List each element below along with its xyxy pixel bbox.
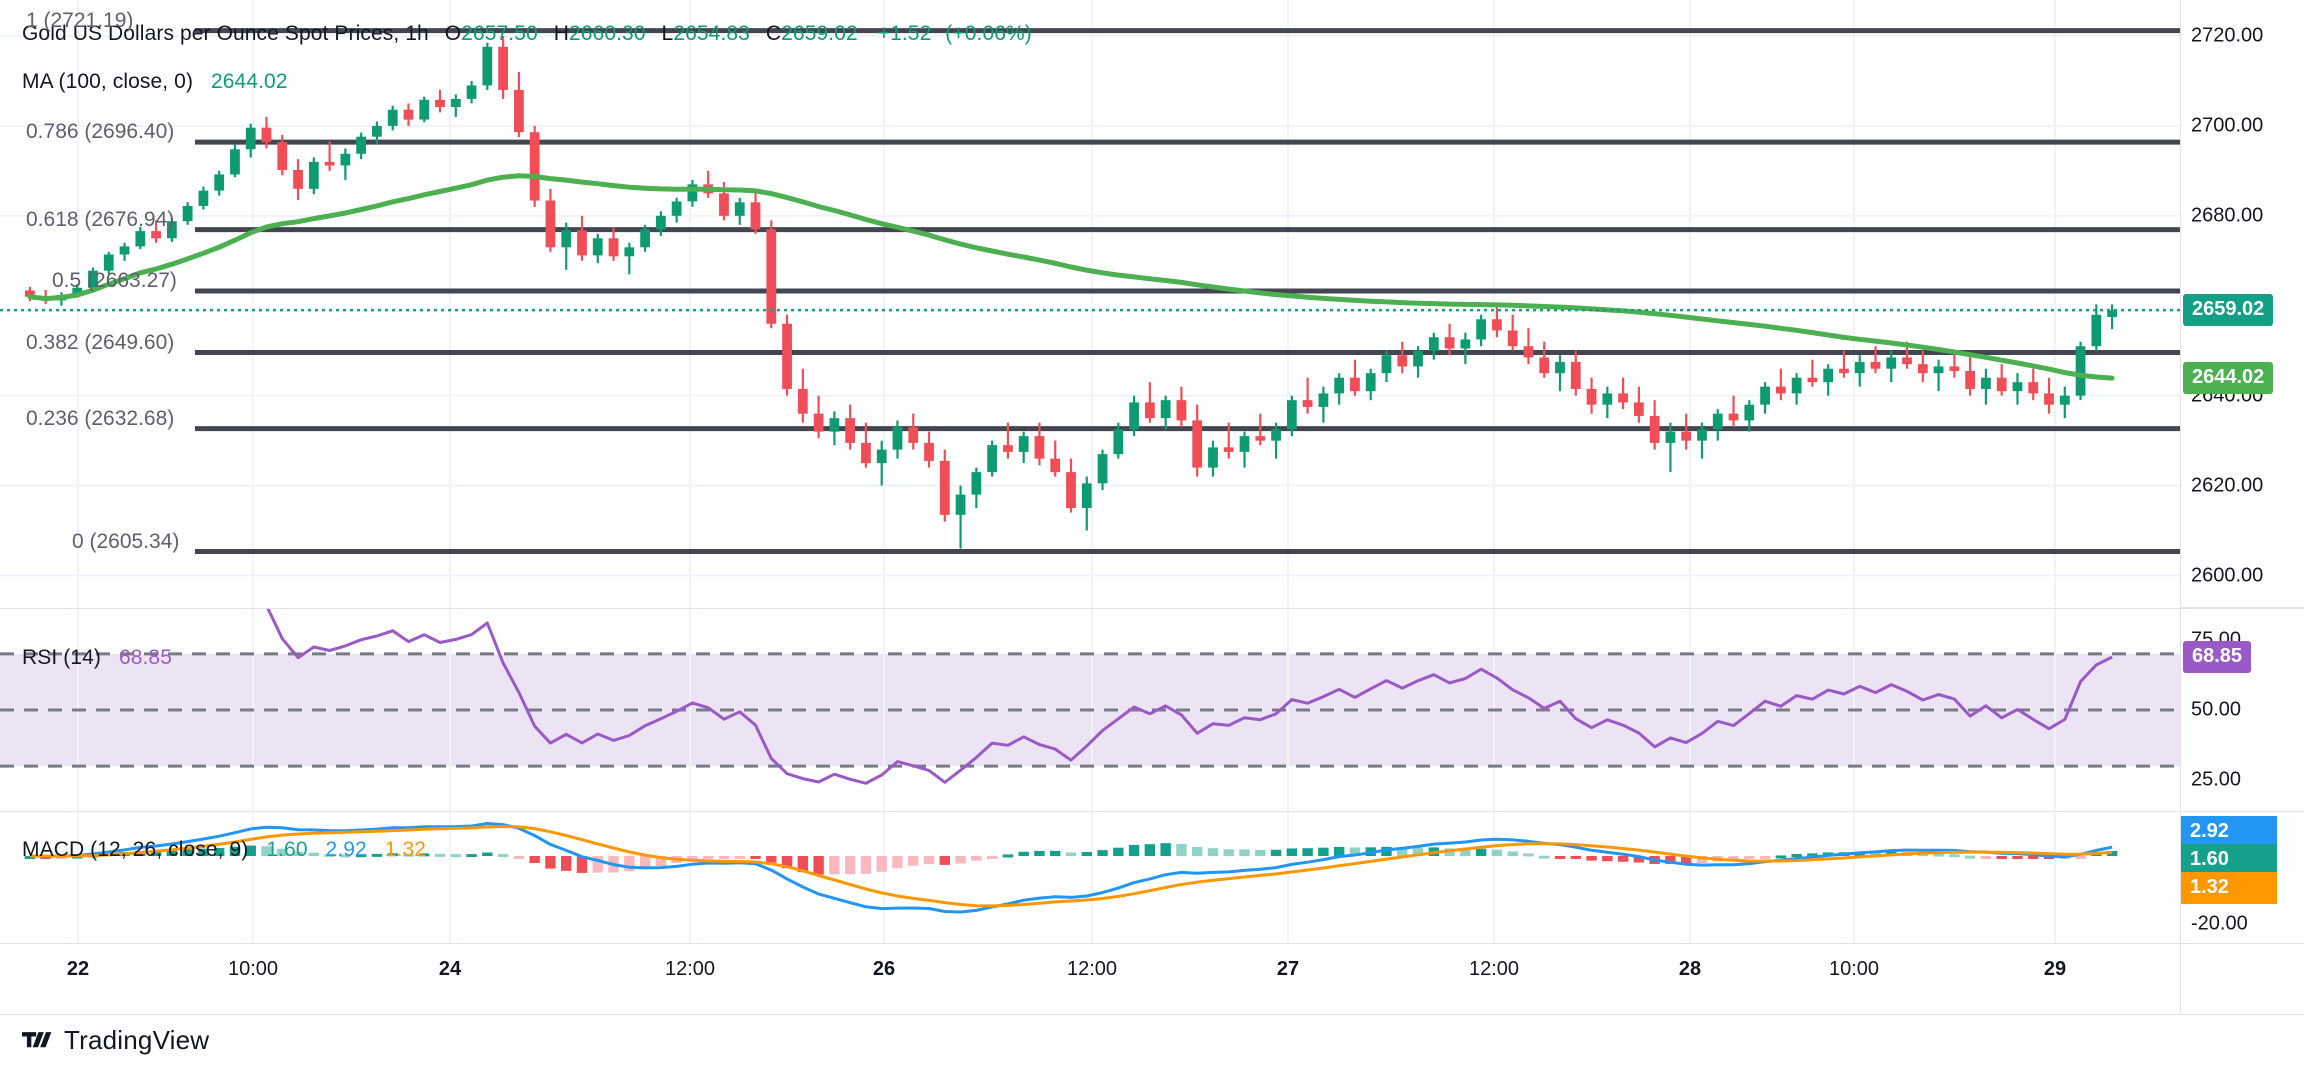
time-axis-corner: [2180, 943, 2304, 1013]
fib-level-label: 0 (2605.34): [72, 529, 180, 553]
ohlc-open-value: 2657.50: [461, 22, 538, 45]
macd-legend-label: MACD (12, 26, close, 9): [22, 838, 249, 861]
ohlc-high-label: H: [553, 22, 569, 45]
fib-level-label: 0.5 (2663.27): [52, 269, 177, 293]
price-change-percent: (+0.06%): [945, 22, 1032, 45]
price-axis-tick: 2700.00: [2191, 114, 2264, 137]
macd-pane[interactable]: [0, 811, 2180, 943]
tradingview-wordmark[interactable]: TradingView: [64, 1025, 210, 1055]
rsi-chart-canvas: [0, 609, 2180, 810]
price-axis-tick: 2620.00: [2191, 474, 2264, 497]
symbol-legend[interactable]: Gold US Dollars per Ounce Spot Prices, 1…: [22, 22, 1032, 46]
time-axis-tick: 10:00: [1828, 958, 1880, 980]
macd-chart-canvas: [24, 812, 2118, 943]
price-axis-tick: 2600.00: [2191, 564, 2264, 587]
time-axis-tick: 10:00: [227, 958, 279, 980]
time-axis-tick: 27: [1276, 958, 1300, 980]
fib-level-label: 0.382 (2649.60): [26, 330, 175, 354]
last-price-badge[interactable]: 2659.02: [2183, 294, 2274, 327]
ma-legend[interactable]: MA (100, close, 0) 2644.02: [22, 70, 288, 94]
time-axis-tick: 24: [438, 958, 462, 980]
fib-level-label: 1 (2721.19): [26, 8, 134, 32]
fib-level-label: 0.236 (2632.68): [26, 406, 175, 430]
macd-axis[interactable]: -20.00 2.92 1.60 1.32: [2180, 811, 2304, 943]
ma-price-badge[interactable]: 2644.02: [2183, 361, 2274, 394]
time-axis-tick: 26: [872, 958, 896, 980]
time-axis-tick: 29: [2043, 958, 2067, 980]
tradingview-logo-icon[interactable]: [22, 1030, 54, 1052]
fib-level-label: 0.618 (2676.94): [26, 207, 175, 231]
price-change: +1.52: [877, 22, 932, 45]
macd-line-badge[interactable]: 2.92: [2181, 816, 2277, 848]
rsi-axis[interactable]: 75.00 50.00 25.00 68.85: [2180, 608, 2304, 810]
rsi-legend-value: 68.85: [118, 646, 172, 669]
time-axis-tick: 12:00: [1066, 958, 1118, 980]
time-axis-tick: 28: [1678, 958, 1702, 980]
price-axis-tick: 2720.00: [2191, 24, 2264, 47]
ohlc-close-label: C: [765, 22, 782, 45]
rsi-value-badge[interactable]: 68.85: [2183, 641, 2252, 674]
macd-line-value: 2.92: [325, 838, 367, 861]
rsi-axis-tick: 25.00: [2191, 768, 2242, 791]
macd-axis-tick: -20.00: [2191, 912, 2248, 935]
macd-legend[interactable]: MACD (12, 26, close, 9) 1.60 2.92 1.32: [22, 838, 426, 862]
time-axis-tick: 12:00: [1468, 958, 1520, 980]
macd-signal-badge[interactable]: 1.32: [2181, 872, 2277, 904]
time-axis-tick: 22: [66, 958, 90, 980]
rsi-pane[interactable]: [0, 608, 2180, 810]
price-axis[interactable]: 2720.00 2700.00 2680.00 2640.00 2620.00 2600.…: [2180, 0, 2304, 607]
symbol-title: Gold US Dollars per Ounce Spot Prices, 1…: [22, 22, 429, 45]
price-axis-tick: 2680.00: [2191, 204, 2264, 227]
macd-hist-value: 1.60: [266, 838, 308, 861]
time-axis-tick: 12:00: [664, 958, 716, 980]
price-chart-canvas: [0, 0, 2180, 607]
ohlc-open-label: O: [444, 22, 462, 45]
rsi-axis-tick: 50.00: [2191, 698, 2242, 721]
footer-bar: TradingView: [0, 1014, 2304, 1066]
ohlc-close-value: 2659.02: [781, 22, 858, 45]
macd-signal-value: 1.32: [384, 838, 427, 861]
rsi-legend-label: RSI (14): [22, 646, 101, 669]
price-pane[interactable]: [0, 0, 2180, 607]
time-axis[interactable]: 22 10:00 24 12:00 26 12:00 27 12:00 28 10:00 29: [0, 943, 2180, 1013]
ohlc-high-value: 2660.30: [568, 22, 646, 45]
fib-level-label: 0.786 (2696.40): [26, 120, 175, 144]
ohlc-low-label: L: [661, 22, 674, 45]
macd-hist-badge[interactable]: 1.60: [2181, 844, 2277, 876]
rsi-legend[interactable]: RSI (14) 68.85: [22, 646, 172, 670]
ma-legend-label: MA (100, close, 0): [22, 70, 194, 93]
ohlc-low-value: 2654.83: [673, 22, 750, 45]
ma-legend-value: 2644.02: [210, 70, 288, 93]
